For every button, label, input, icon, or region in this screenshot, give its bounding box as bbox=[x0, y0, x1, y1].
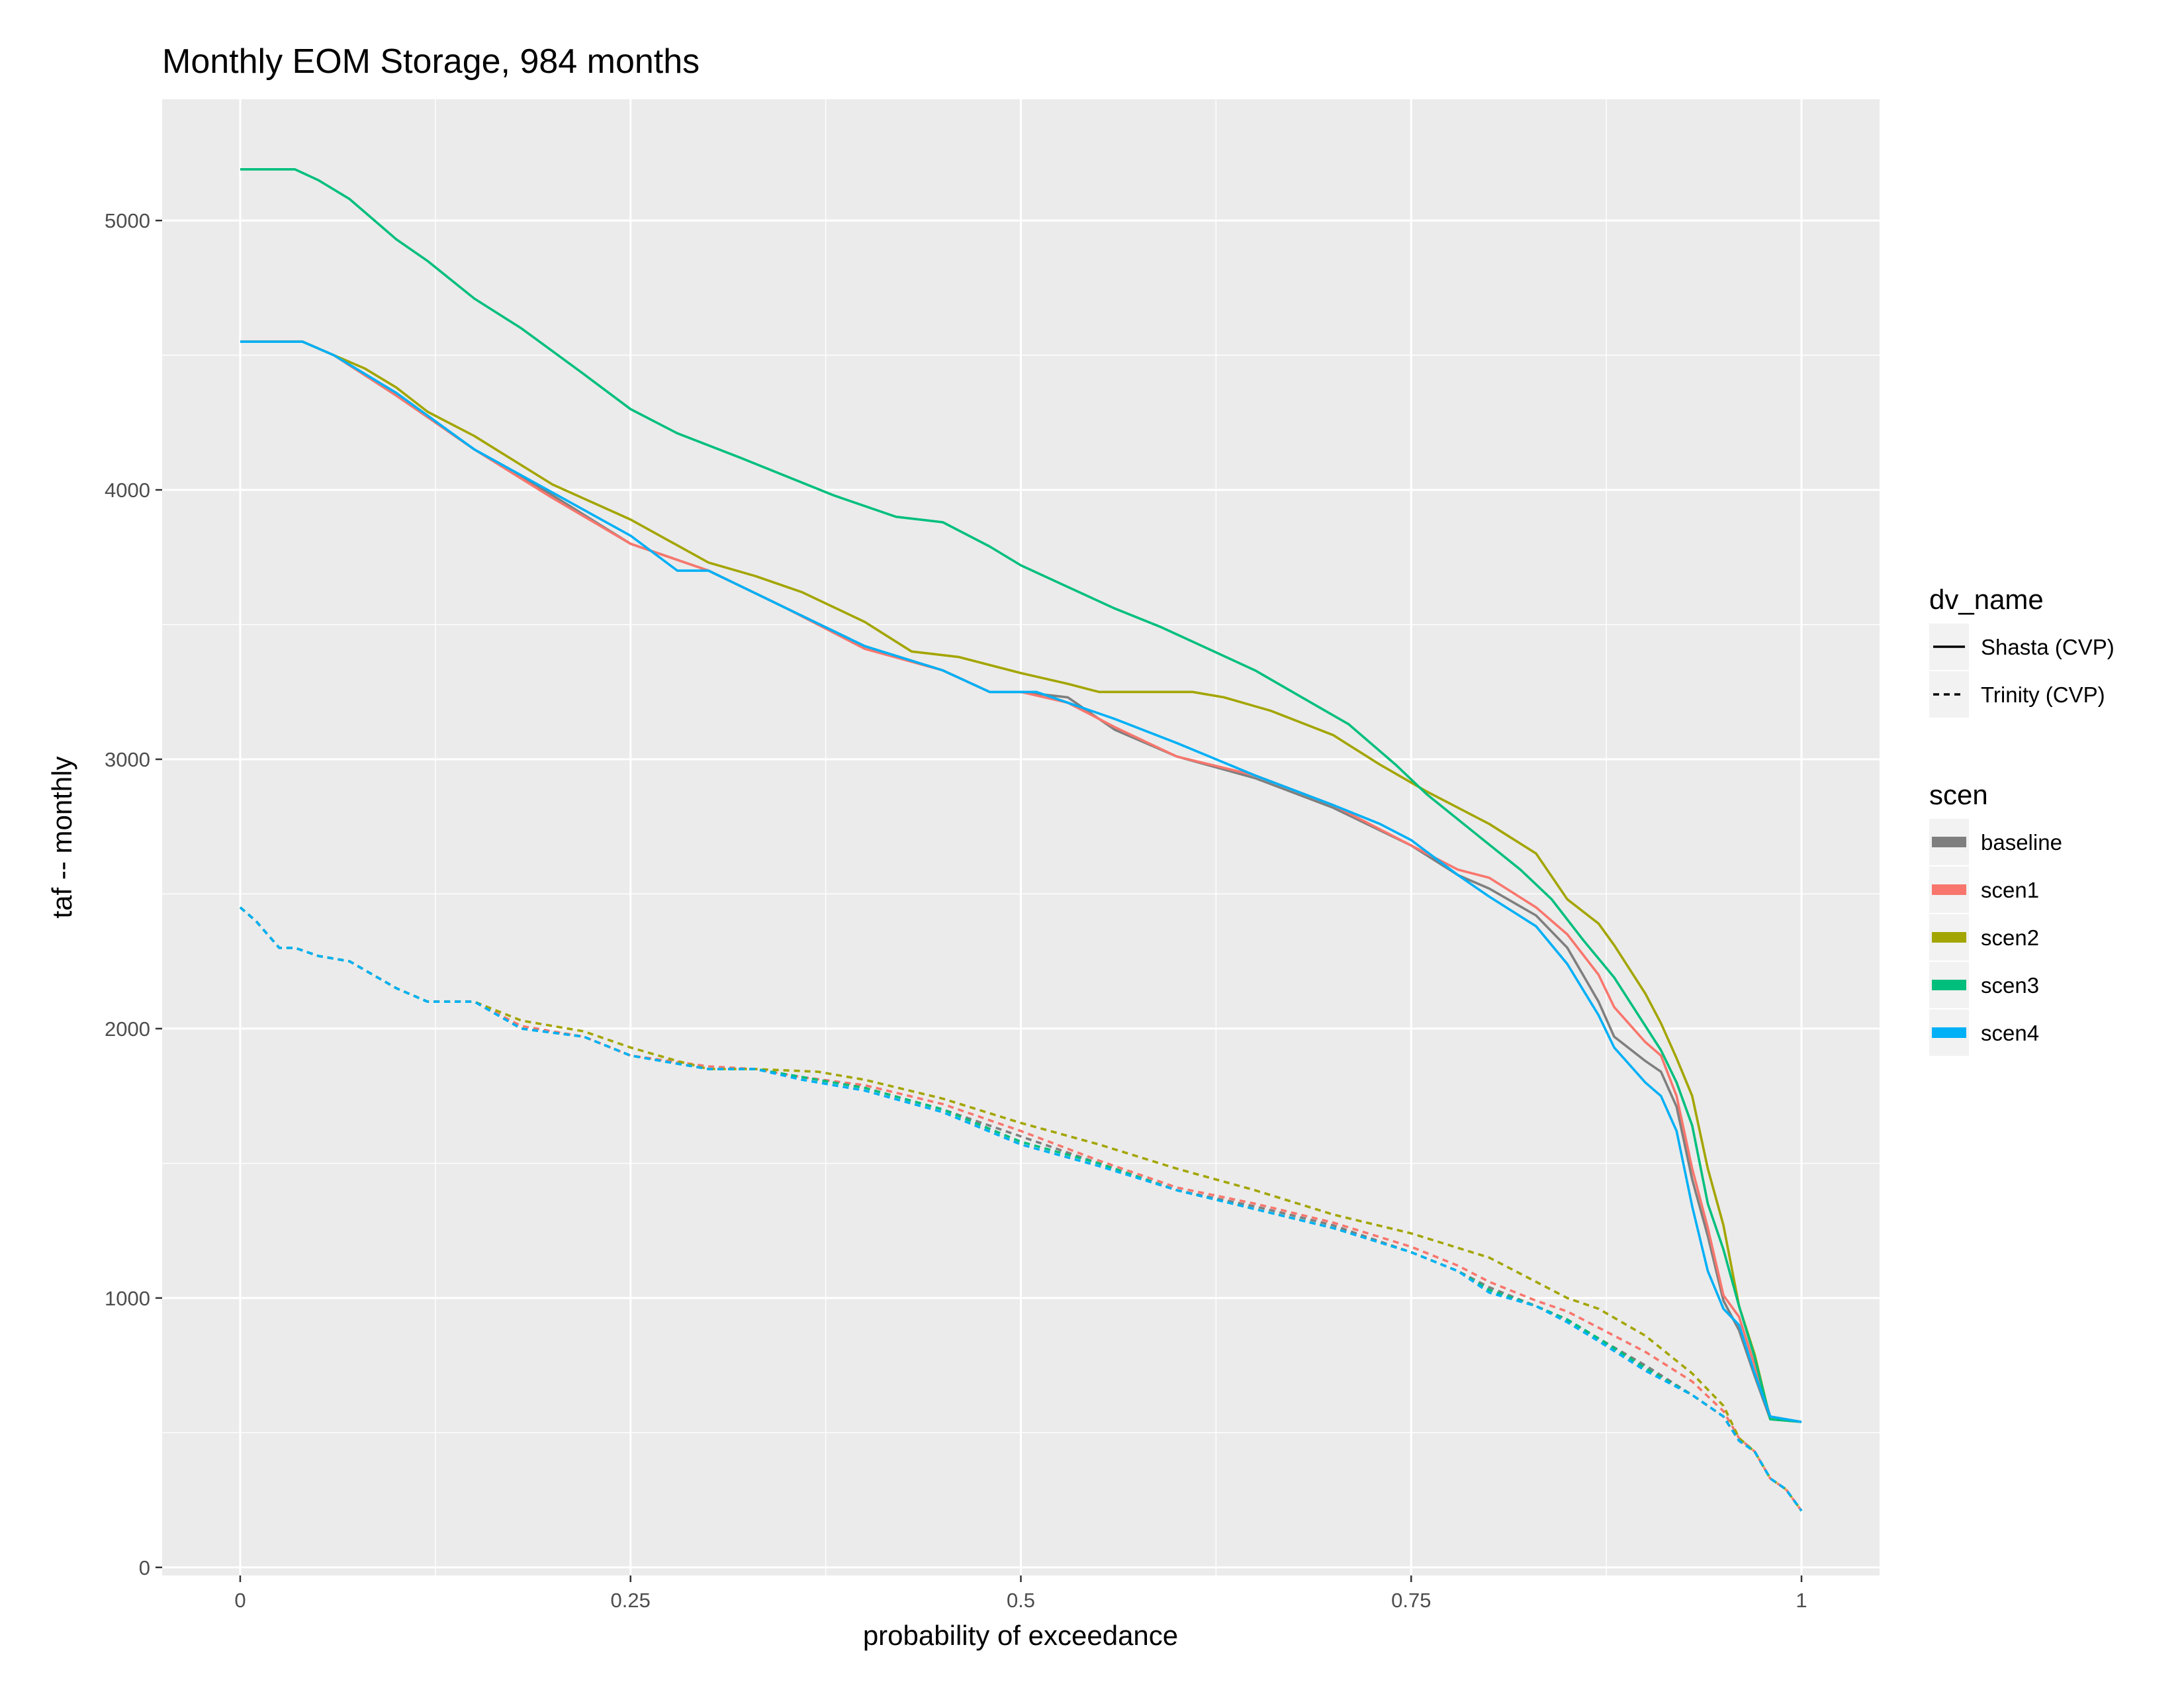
legend-label-scen3: scen3 bbox=[1981, 973, 2039, 998]
legend-label-scen1: scen1 bbox=[1981, 878, 2039, 902]
legend: dv_name Shasta (CVP) Trinity (CVP) scen base… bbox=[1929, 584, 2115, 1056]
x-tick-label: 0 bbox=[234, 1589, 246, 1612]
x-tick-label: 1 bbox=[1796, 1589, 1807, 1612]
chart-title: Monthly EOM Storage, 984 months bbox=[162, 42, 700, 81]
legend-title-dv-name: dv_name bbox=[1929, 584, 2044, 615]
legend-key-color-scen4 bbox=[1932, 1027, 1966, 1038]
axes: 0 0.25 0.5 0.75 1 0 1000 2000 3000 4000 5000 bbox=[105, 209, 1807, 1612]
legend-key-color-baseline bbox=[1932, 837, 1966, 847]
legend-key-color-scen2 bbox=[1932, 932, 1966, 943]
legend-label-dv-name: Shasta (CVP) bbox=[1981, 635, 2115, 659]
y-tick-label: 2000 bbox=[105, 1017, 150, 1041]
series-line-scen4-trinity bbox=[239, 906, 1803, 1512]
y-tick-label: 5000 bbox=[105, 209, 150, 232]
x-axis-title: probability of exceedance bbox=[863, 1620, 1178, 1651]
legend-key-color-scen1 bbox=[1932, 884, 1966, 895]
y-tick-label: 0 bbox=[139, 1556, 150, 1579]
y-axis-title: taf -- monthly bbox=[46, 756, 77, 918]
x-tick-label: 0.25 bbox=[611, 1589, 651, 1612]
x-tick-label: 0.75 bbox=[1391, 1589, 1431, 1612]
y-tick-label: 3000 bbox=[105, 748, 150, 771]
legend-label-dv-name: Trinity (CVP) bbox=[1981, 682, 2105, 707]
legend-label-scen4: scen4 bbox=[1981, 1021, 2039, 1045]
y-tick-label: 1000 bbox=[105, 1287, 150, 1310]
series-line-scen4-shasta bbox=[240, 340, 1802, 1423]
legend-label-baseline: baseline bbox=[1981, 830, 2062, 855]
legend-label-scen2: scen2 bbox=[1981, 925, 2039, 950]
legend-title-scen: scen bbox=[1929, 779, 1988, 810]
series-lines bbox=[239, 168, 1803, 1512]
y-tick-label: 4000 bbox=[105, 479, 150, 502]
grid-lines bbox=[162, 99, 1880, 1575]
x-tick-label: 0.5 bbox=[1007, 1589, 1035, 1612]
series-line-scen3-shasta bbox=[240, 168, 1802, 1423]
series-line-scen2-shasta bbox=[240, 340, 1802, 1423]
legend-key-color-scen3 bbox=[1932, 980, 1966, 990]
